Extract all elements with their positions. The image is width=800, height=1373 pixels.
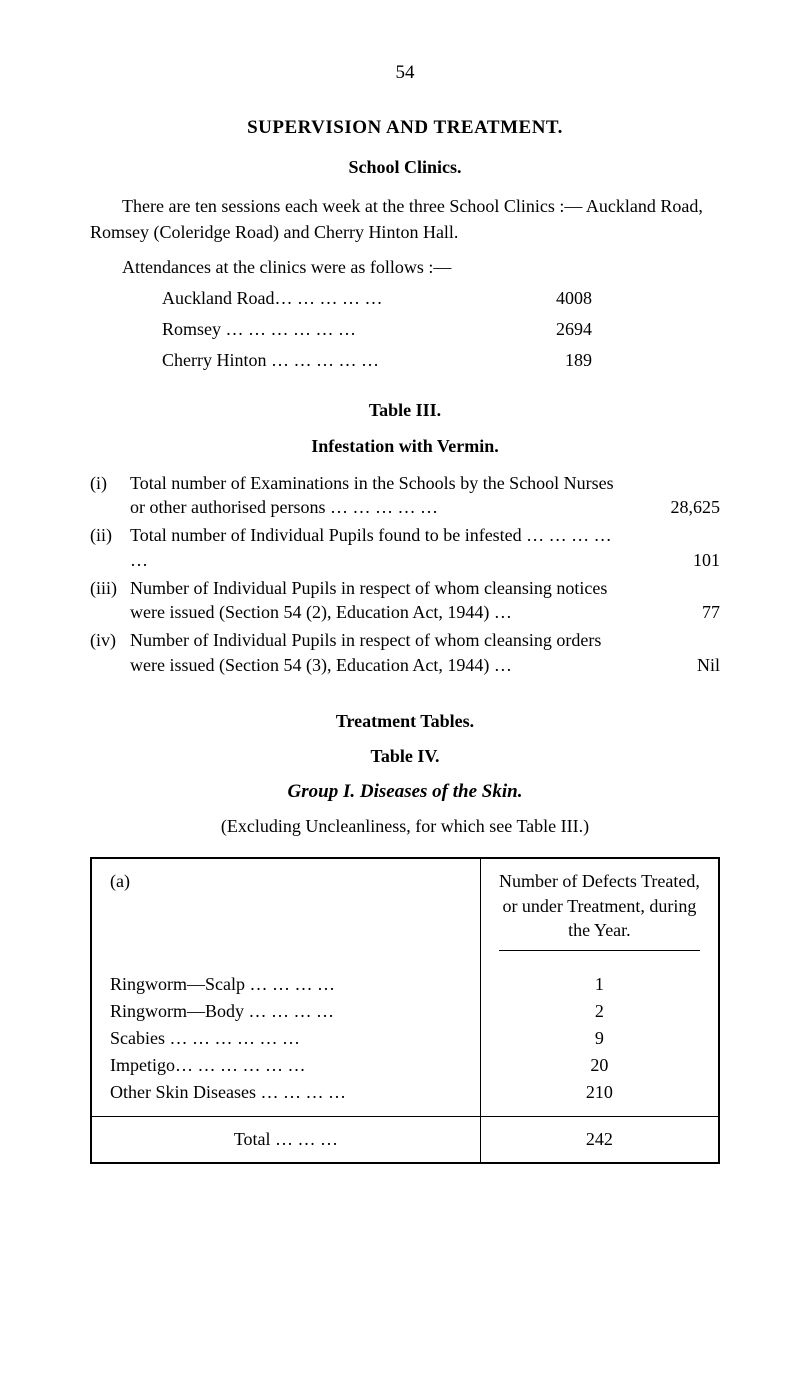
skin-item-label: Ringworm—Body … … … … [110,998,462,1025]
vermin-value: Nil [650,653,720,677]
skin-item-value: 210 [499,1079,700,1106]
vermin-value: 101 [650,548,720,572]
defects-header-text: Number of Defects Treated, or under Trea… [499,869,700,942]
skin-item-label: Scabies … … … … … … [110,1025,462,1052]
attendance-value: 4008 [532,284,592,313]
treatment-heading: Treatment Tables. [90,709,720,734]
attendance-label: Cherry Hinton … … … … … [162,346,532,375]
table-iii-sub: Infestation with Vermin. [90,434,720,459]
vermin-row: (iv) Number of Individual Pupils in resp… [90,628,720,677]
table-row: Ringworm—Body … … … … [110,998,462,1025]
attendance-value: 189 [532,346,592,375]
main-heading: SUPERVISION AND TREATMENT. [90,115,720,142]
skin-item-value: 1 [499,971,700,998]
vermin-num: (iv) [90,628,130,677]
vermin-desc: Number of Individual Pupils in respect o… [130,628,650,677]
skin-items-cell: Ringworm—Scalp … … … … Ringworm—Body … …… [91,961,480,1117]
skin-item-label: Ringworm—Scalp … … … … [110,971,462,998]
vermin-value: 28,625 [650,495,720,519]
table-row: 2 [499,998,700,1025]
vermin-num: (ii) [90,523,130,572]
skin-item-label: Other Skin Diseases … … … … [110,1079,462,1106]
skin-item-value: 20 [499,1052,700,1079]
total-label: Total … … … [91,1117,480,1164]
attendances-intro: Attendances at the clinics were as follo… [90,255,720,280]
table-iii-heading: Table III. [90,398,720,423]
table-total-row: Total … … … 242 [91,1117,719,1164]
table-header-row: (a) Number of Defects Treated, or under … [91,858,719,961]
table-iv-heading: Table IV. [90,744,720,769]
table-row: 20 [499,1052,700,1079]
vermin-num: (iii) [90,576,130,625]
vermin-value: 77 [650,600,720,624]
skin-diseases-table: (a) Number of Defects Treated, or under … [90,857,720,1164]
col-a-header: (a) [91,858,480,961]
vermin-row: (i) Total number of Examinations in the … [90,471,720,520]
table-row: Scabies … … … … … … [110,1025,462,1052]
vermin-list: (i) Total number of Examinations in the … [90,471,720,677]
attendance-row: Cherry Hinton … … … … … 189 [162,346,720,375]
table-row: 1 [499,971,700,998]
intro-paragraph: There are ten sessions each week at the … [90,194,720,244]
sub-heading: School Clinics. [90,155,720,180]
vermin-desc: Number of Individual Pupils in respect o… [130,576,650,625]
page-number: 54 [90,60,720,87]
skin-item-label: Impetigo… … … … … … [110,1052,462,1079]
table-data-row: Ringworm—Scalp … … … … Ringworm—Body … …… [91,961,719,1117]
vermin-row: (iii) Number of Individual Pupils in res… [90,576,720,625]
attendance-label: Romsey … … … … … … [162,315,532,344]
skin-values-cell: 1 2 9 20 210 [480,961,719,1117]
excluding-note: (Excluding Uncleanliness, for which see … [90,814,720,839]
header-divider [499,950,700,951]
table-row: Impetigo… … … … … … [110,1052,462,1079]
vermin-row: (ii) Total number of Individual Pupils f… [90,523,720,572]
total-value: 242 [480,1117,719,1164]
skin-item-value: 9 [499,1025,700,1052]
attendance-label: Auckland Road… … … … … [162,284,532,313]
attendance-row: Auckland Road… … … … … 4008 [162,284,720,313]
vermin-desc: Total number of Individual Pupils found … [130,523,650,572]
attendances-list: Auckland Road… … … … … 4008 Romsey … … …… [90,284,720,374]
table-row: 210 [499,1079,700,1106]
table-row: Other Skin Diseases … … … … [110,1079,462,1106]
group-heading: Group I. Diseases of the Skin. [90,779,720,806]
attendance-row: Romsey … … … … … … 2694 [162,315,720,344]
table-row: 9 [499,1025,700,1052]
vermin-num: (i) [90,471,130,520]
attendance-value: 2694 [532,315,592,344]
table-row: Ringworm—Scalp … … … … [110,971,462,998]
col-b-header: Number of Defects Treated, or under Trea… [480,858,719,961]
skin-item-value: 2 [499,998,700,1025]
vermin-desc: Total number of Examinations in the Scho… [130,471,650,520]
